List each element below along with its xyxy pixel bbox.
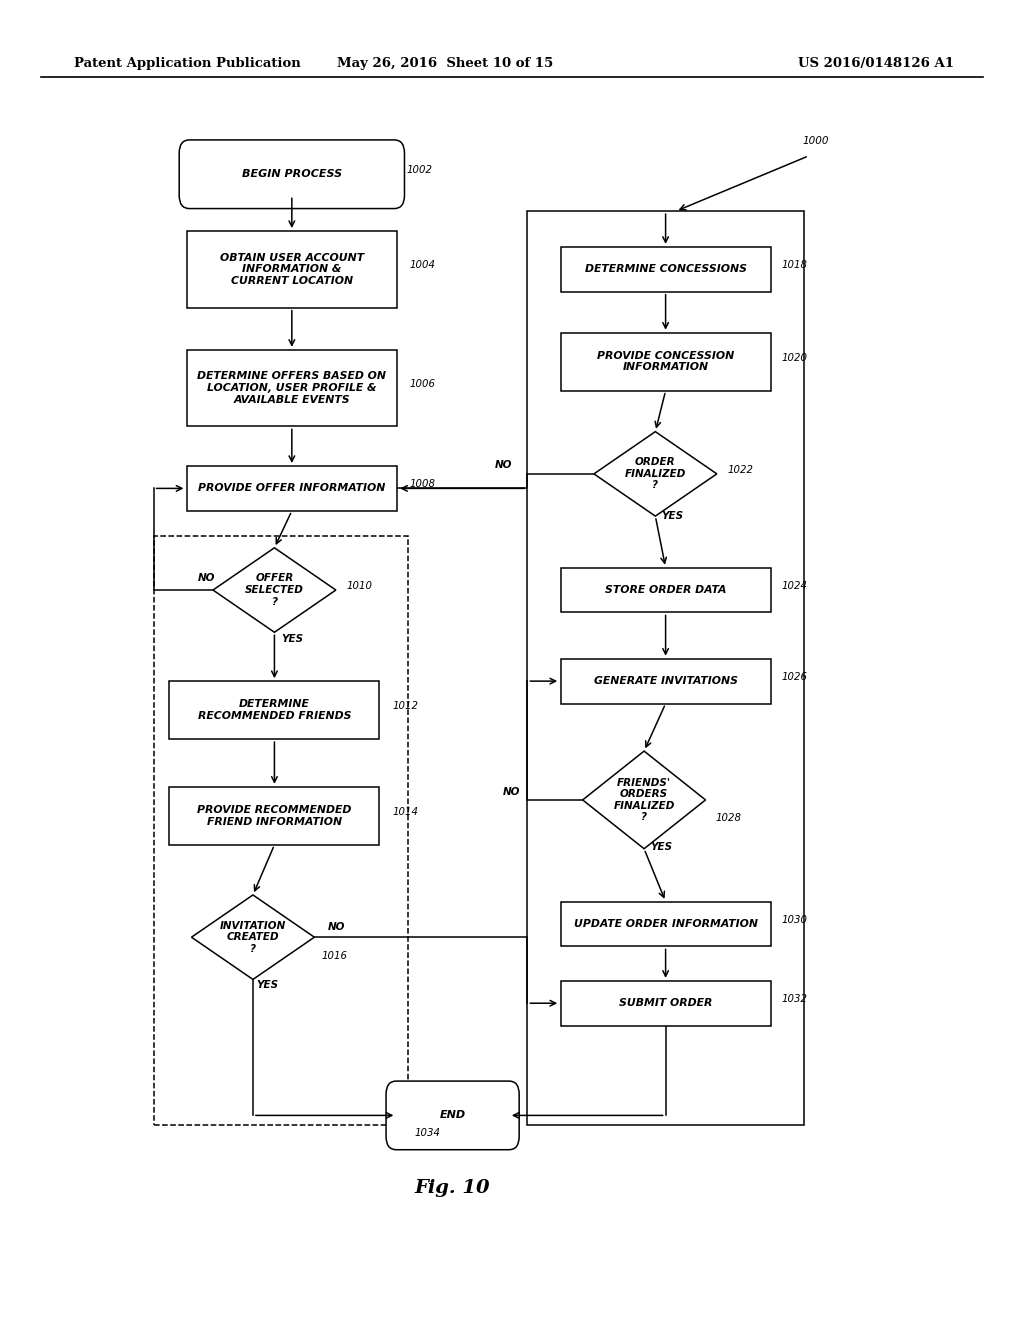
FancyBboxPatch shape xyxy=(179,140,404,209)
Text: 1012: 1012 xyxy=(392,701,418,711)
Text: PROVIDE CONCESSION
INFORMATION: PROVIDE CONCESSION INFORMATION xyxy=(597,351,734,372)
Text: PROVIDE RECOMMENDED
FRIEND INFORMATION: PROVIDE RECOMMENDED FRIEND INFORMATION xyxy=(198,805,351,826)
Text: STORE ORDER DATA: STORE ORDER DATA xyxy=(605,585,726,595)
FancyBboxPatch shape xyxy=(561,659,770,704)
Text: NO: NO xyxy=(503,787,520,797)
Text: 1008: 1008 xyxy=(410,479,435,490)
FancyBboxPatch shape xyxy=(186,231,396,308)
Text: INVITATION
CREATED
?: INVITATION CREATED ? xyxy=(220,920,286,954)
Text: 1020: 1020 xyxy=(781,352,807,363)
Text: OFFER
SELECTED
?: OFFER SELECTED ? xyxy=(245,573,304,607)
Text: US 2016/0148126 A1: US 2016/0148126 A1 xyxy=(798,57,953,70)
Text: 1000: 1000 xyxy=(803,136,829,147)
FancyBboxPatch shape xyxy=(561,568,770,612)
Text: 1014: 1014 xyxy=(392,807,418,817)
Text: Fig. 10: Fig. 10 xyxy=(415,1179,490,1197)
Text: SUBMIT ORDER: SUBMIT ORDER xyxy=(618,998,713,1008)
Text: DETERMINE
RECOMMENDED FRIENDS: DETERMINE RECOMMENDED FRIENDS xyxy=(198,700,351,721)
Text: DETERMINE CONCESSIONS: DETERMINE CONCESSIONS xyxy=(585,264,746,275)
Text: 1004: 1004 xyxy=(410,260,435,271)
Text: GENERATE INVITATIONS: GENERATE INVITATIONS xyxy=(594,676,737,686)
FancyBboxPatch shape xyxy=(186,350,396,426)
Text: BEGIN PROCESS: BEGIN PROCESS xyxy=(242,169,342,180)
FancyBboxPatch shape xyxy=(386,1081,519,1150)
Text: 1018: 1018 xyxy=(781,260,807,271)
Text: UPDATE ORDER INFORMATION: UPDATE ORDER INFORMATION xyxy=(573,919,758,929)
Text: 1032: 1032 xyxy=(781,994,807,1005)
Text: NO: NO xyxy=(495,459,512,470)
Text: 1006: 1006 xyxy=(410,379,435,389)
Text: NO: NO xyxy=(198,573,215,583)
FancyBboxPatch shape xyxy=(561,902,770,946)
Text: PROVIDE OFFER INFORMATION: PROVIDE OFFER INFORMATION xyxy=(199,483,385,494)
Text: OBTAIN USER ACCOUNT
INFORMATION &
CURRENT LOCATION: OBTAIN USER ACCOUNT INFORMATION & CURREN… xyxy=(220,252,364,286)
Polygon shape xyxy=(191,895,314,979)
Text: 1010: 1010 xyxy=(346,581,372,591)
Text: 1024: 1024 xyxy=(781,581,807,591)
Text: YES: YES xyxy=(662,511,684,521)
Text: 1034: 1034 xyxy=(415,1127,440,1138)
Polygon shape xyxy=(213,548,336,632)
Text: 1002: 1002 xyxy=(407,165,432,176)
FancyBboxPatch shape xyxy=(561,333,770,391)
FancyBboxPatch shape xyxy=(170,787,380,845)
Text: 1022: 1022 xyxy=(727,465,753,475)
Text: YES: YES xyxy=(650,842,673,853)
Text: END: END xyxy=(439,1110,466,1121)
Text: May 26, 2016  Sheet 10 of 15: May 26, 2016 Sheet 10 of 15 xyxy=(337,57,554,70)
Text: YES: YES xyxy=(256,979,279,990)
FancyBboxPatch shape xyxy=(186,466,396,511)
Text: YES: YES xyxy=(282,634,304,644)
Text: Patent Application Publication: Patent Application Publication xyxy=(74,57,300,70)
Text: 1026: 1026 xyxy=(781,672,807,682)
Polygon shape xyxy=(583,751,706,849)
Text: 1030: 1030 xyxy=(781,915,807,925)
Text: DETERMINE OFFERS BASED ON
LOCATION, USER PROFILE &
AVAILABLE EVENTS: DETERMINE OFFERS BASED ON LOCATION, USER… xyxy=(198,371,386,405)
Polygon shape xyxy=(594,432,717,516)
FancyBboxPatch shape xyxy=(561,981,770,1026)
Text: ORDER
FINALIZED
?: ORDER FINALIZED ? xyxy=(625,457,686,491)
FancyBboxPatch shape xyxy=(561,247,770,292)
Text: 1028: 1028 xyxy=(716,813,741,824)
Text: FRIENDS'
ORDERS
FINALIZED
?: FRIENDS' ORDERS FINALIZED ? xyxy=(613,777,675,822)
Text: 1016: 1016 xyxy=(322,950,347,961)
FancyBboxPatch shape xyxy=(170,681,380,739)
Text: NO: NO xyxy=(328,921,345,932)
